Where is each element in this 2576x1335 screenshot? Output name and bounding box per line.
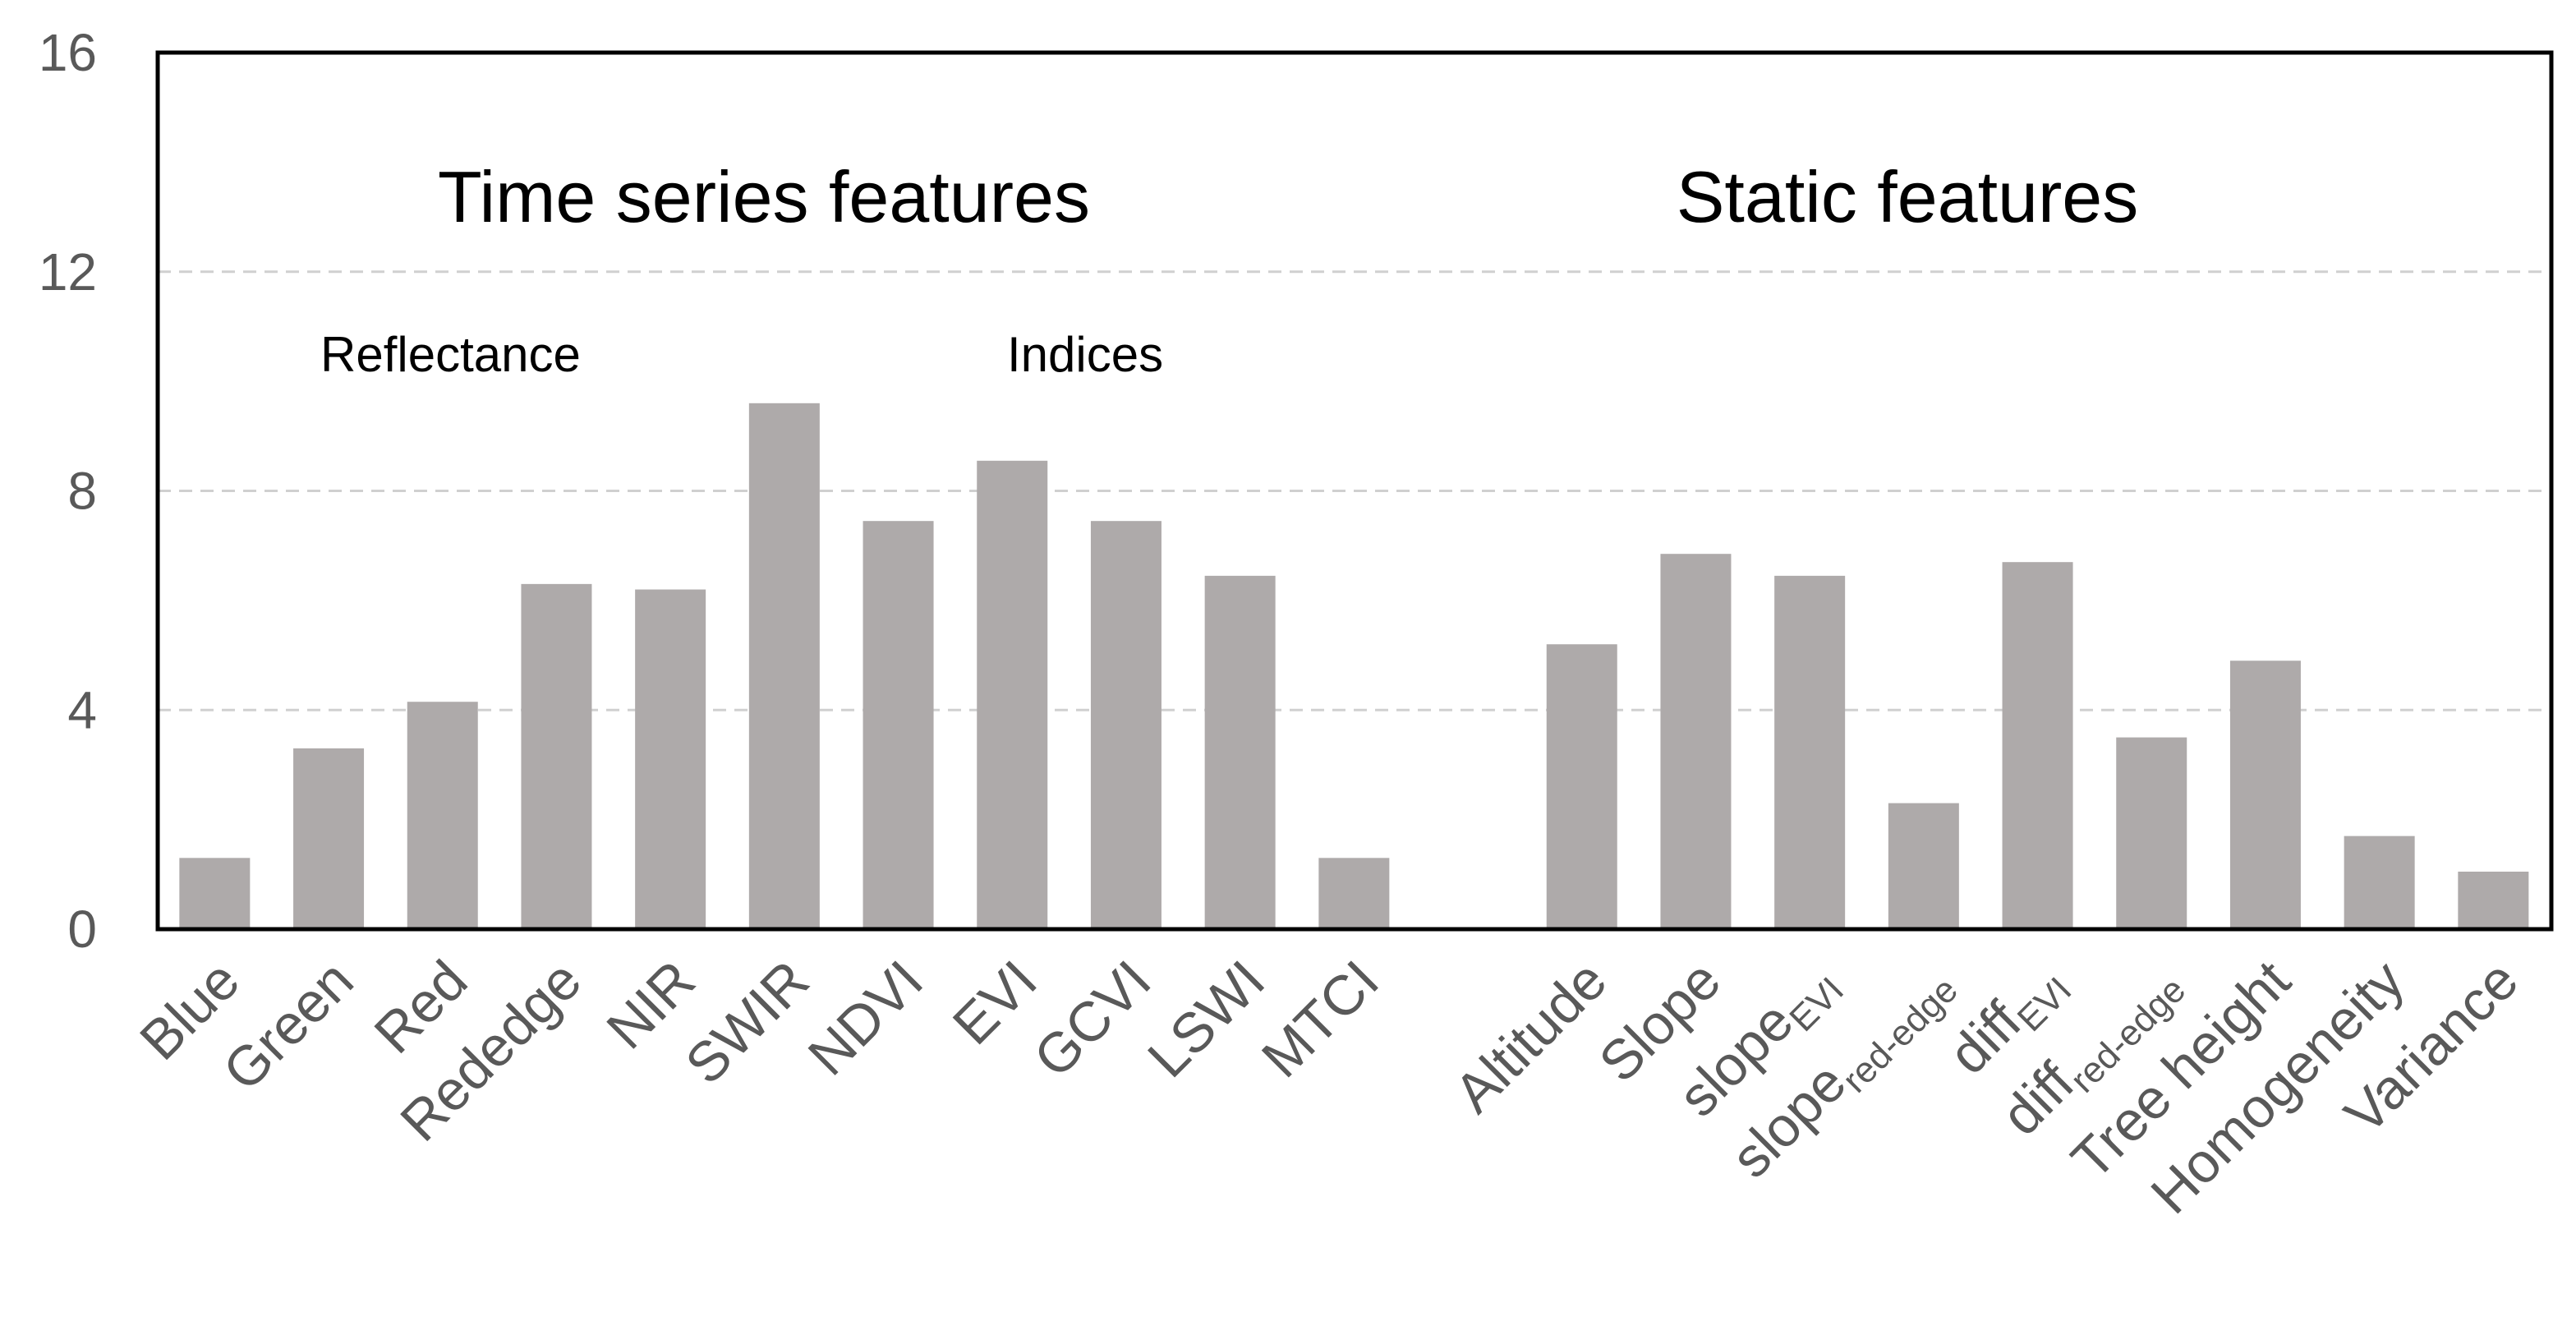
grid-lines bbox=[158, 270, 2551, 711]
x-tick-label-text: MTCI bbox=[1250, 949, 1391, 1089]
bar-green bbox=[293, 748, 365, 929]
subgroup-label-indices: Indices bbox=[1007, 327, 1163, 382]
bar-slope-red-edge bbox=[1888, 803, 1959, 929]
group-label-time-series: Time series features bbox=[438, 156, 1090, 237]
x-tick-label: SWIR bbox=[674, 949, 821, 1096]
x-tick-label: GCVI bbox=[1022, 949, 1162, 1089]
bar-slope-evi bbox=[1774, 575, 1846, 929]
x-tick-label-text: Altitude bbox=[1442, 949, 1618, 1125]
bar-tree-height bbox=[2229, 661, 2301, 929]
bar-gcvi bbox=[1090, 521, 1162, 929]
plot-frame bbox=[155, 50, 2554, 932]
subgroup-label-reflectance: Reflectance bbox=[320, 327, 581, 382]
x-tick-label-text: SWIR bbox=[674, 949, 821, 1096]
bar-homogeneity bbox=[2344, 836, 2415, 929]
bar-variance bbox=[2458, 871, 2529, 929]
y-tick-label: 12 bbox=[39, 242, 97, 302]
bar-altitude bbox=[1546, 644, 1617, 929]
bar-red bbox=[407, 702, 478, 929]
y-tick-label: 4 bbox=[67, 680, 97, 739]
bar-blue bbox=[179, 858, 251, 929]
x-tick-label: MTCI bbox=[1250, 949, 1391, 1089]
x-tick-label-text: LSWI bbox=[1136, 949, 1276, 1089]
y-tick-label: 16 bbox=[39, 23, 97, 82]
bar-diff-evi bbox=[2002, 562, 2073, 929]
bar-mtci bbox=[1318, 858, 1390, 929]
x-tick-label: LSWI bbox=[1136, 949, 1276, 1089]
bar-nir bbox=[635, 589, 706, 929]
x-tick-label-text: NDVI bbox=[797, 949, 936, 1088]
bar-slope bbox=[1660, 554, 1732, 929]
bars bbox=[179, 403, 2529, 929]
x-tick-label: Altitude bbox=[1442, 949, 1618, 1125]
bar-diff-red-edge bbox=[2116, 737, 2187, 929]
x-tick-label-text: GCVI bbox=[1022, 949, 1162, 1089]
y-axis-ticks: 0 4 8 12 16 bbox=[39, 23, 97, 959]
x-tick-label: Green bbox=[211, 949, 365, 1103]
bar-swir bbox=[748, 403, 820, 929]
x-tick-label: NDVI bbox=[797, 949, 936, 1088]
bar-lswi bbox=[1204, 575, 1276, 929]
group-label-static: Static features bbox=[1677, 156, 2139, 237]
bar-ndvi bbox=[862, 521, 934, 929]
bar-rededge bbox=[521, 583, 592, 929]
y-tick-label: 0 bbox=[67, 900, 97, 959]
bar-evi bbox=[977, 460, 1048, 929]
y-tick-label: 8 bbox=[67, 462, 97, 521]
x-tick-label-text: Green bbox=[211, 949, 365, 1103]
